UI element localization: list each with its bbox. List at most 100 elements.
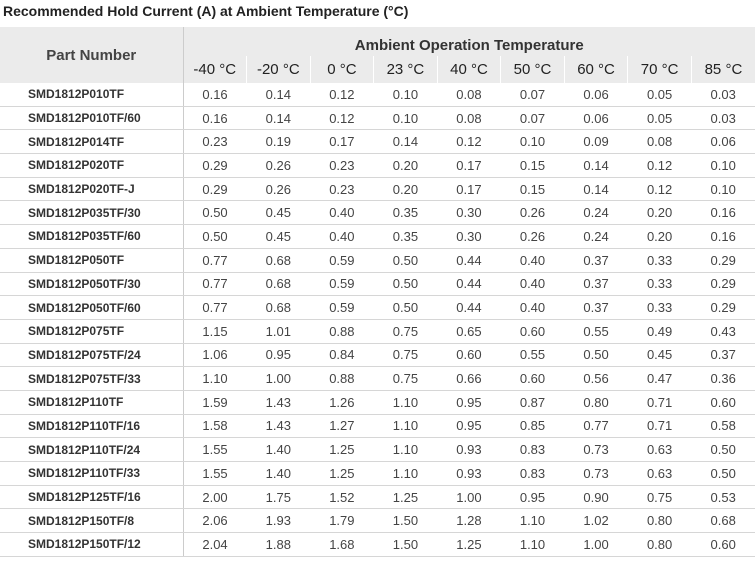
- part-number: SMD1812P020TF-J: [0, 177, 184, 202]
- hold-current: 0.59: [310, 248, 374, 273]
- hold-current: 0.95: [437, 414, 501, 439]
- part-number: SMD1812P010TF: [0, 83, 184, 107]
- hold-current: 0.60: [691, 390, 755, 415]
- hold-current: 2.00: [183, 485, 247, 510]
- hold-current: 1.00: [564, 532, 628, 557]
- header-temperature: 40 °C: [436, 56, 501, 83]
- hold-current: 0.05: [627, 106, 692, 131]
- hold-current: 0.26: [246, 177, 311, 202]
- hold-current: 0.60: [500, 319, 565, 344]
- hold-current: 0.73: [564, 461, 628, 486]
- part-number: SMD1812P035TF/30: [0, 200, 184, 226]
- hold-current: 0.53: [691, 485, 755, 510]
- hold-current: 0.71: [627, 390, 692, 415]
- hold-current: 0.59: [310, 295, 374, 320]
- hold-current: 0.12: [627, 177, 692, 202]
- hold-current: 1.10: [500, 508, 565, 534]
- hold-current: 0.08: [437, 106, 501, 131]
- hold-current: 0.14: [246, 83, 311, 107]
- table-row: SMD1812P010TF 0.16 0.14 0.12 0.10 0.08 0.07 0.0…: [0, 83, 755, 107]
- hold-current: 0.03: [691, 106, 755, 131]
- hold-current: 0.50: [564, 343, 628, 368]
- hold-current: 0.29: [183, 177, 247, 202]
- hold-current: 1.00: [246, 366, 311, 391]
- hold-current: 0.50: [183, 224, 247, 249]
- hold-current: 1.10: [373, 414, 438, 439]
- hold-current: 0.23: [310, 177, 374, 202]
- hold-current: 0.50: [691, 437, 755, 462]
- hold-current: 0.20: [373, 153, 438, 178]
- hold-current: 0.06: [691, 129, 755, 155]
- hold-current: 1.10: [373, 437, 438, 462]
- hold-current: 0.12: [627, 153, 692, 178]
- hold-current: 0.12: [437, 129, 501, 155]
- header-temperature: 85 °C: [690, 56, 755, 83]
- hold-current: 0.30: [437, 224, 501, 249]
- header-group: Ambient Operation Temperature: [183, 27, 755, 56]
- hold-current: 1.10: [373, 390, 438, 415]
- hold-current: 1.79: [310, 508, 374, 534]
- header-temperature: 0 °C: [309, 56, 374, 83]
- hold-current: 1.25: [437, 532, 501, 557]
- hold-current: 1.93: [246, 508, 311, 534]
- hold-current: 0.29: [183, 153, 247, 178]
- hold-current: 0.06: [564, 83, 628, 107]
- header-part-number: Part Number: [0, 27, 184, 83]
- hold-current: 0.10: [500, 129, 565, 155]
- hold-current: 0.88: [310, 366, 374, 391]
- hold-current: 0.68: [246, 248, 311, 273]
- hold-current: 0.49: [627, 319, 692, 344]
- hold-current: 0.19: [246, 129, 311, 155]
- part-number: SMD1812P035TF/60: [0, 224, 184, 249]
- hold-current: 0.07: [500, 106, 565, 131]
- table-row: SMD1812P035TF/60 0.50 0.45 0.40 0.35 0.30 0.26…: [0, 224, 755, 249]
- hold-current: 0.07: [500, 83, 565, 107]
- hold-current: 0.23: [310, 153, 374, 178]
- hold-current: 0.68: [691, 508, 755, 534]
- hold-current: 0.77: [183, 272, 247, 297]
- hold-current: 1.25: [310, 461, 374, 486]
- hold-current: 1.10: [373, 461, 438, 486]
- hold-current: 0.37: [691, 343, 755, 368]
- hold-current: 0.37: [564, 272, 628, 297]
- hold-current: 0.33: [627, 248, 692, 273]
- hold-current: 0.73: [564, 437, 628, 462]
- table-row: SMD1812P035TF/30 0.50 0.45 0.40 0.35 0.30 0.26…: [0, 200, 755, 226]
- hold-current: 0.26: [500, 200, 565, 226]
- part-number: SMD1812P075TF/24: [0, 343, 184, 368]
- hold-current: 0.40: [310, 200, 374, 226]
- hold-current: 0.14: [246, 106, 311, 131]
- hold-current: 1.40: [246, 437, 311, 462]
- hold-current: 0.24: [564, 224, 628, 249]
- part-number: SMD1812P110TF/24: [0, 437, 184, 462]
- header-temperature: -40 °C: [182, 56, 247, 83]
- hold-current: 0.30: [437, 200, 501, 226]
- hold-current: 1.43: [246, 390, 311, 415]
- hold-current: 0.40: [500, 295, 565, 320]
- part-number: SMD1812P110TF: [0, 390, 184, 415]
- hold-current: 1.75: [246, 485, 311, 510]
- hold-current: 0.77: [564, 414, 628, 439]
- hold-current: 0.33: [627, 295, 692, 320]
- table-row: SMD1812P110TF/24 1.55 1.40 1.25 1.10 0.93 0.83…: [0, 437, 755, 462]
- hold-current: 0.63: [627, 461, 692, 486]
- hold-current: 1.40: [246, 461, 311, 486]
- table-row: SMD1812P020TF 0.29 0.26 0.23 0.20 0.17 0.15 0.1…: [0, 153, 755, 178]
- hold-current: 0.12: [310, 83, 374, 107]
- part-number: SMD1812P020TF: [0, 153, 184, 178]
- part-number: SMD1812P075TF/33: [0, 366, 184, 391]
- hold-current: 0.12: [310, 106, 374, 131]
- hold-current: 1.01: [246, 319, 311, 344]
- hold-current: 0.71: [627, 414, 692, 439]
- hold-current: 0.77: [183, 295, 247, 320]
- hold-current: 1.00: [437, 485, 501, 510]
- hold-current: 0.68: [246, 295, 311, 320]
- header-temperature: -20 °C: [246, 56, 311, 83]
- hold-current: 0.59: [310, 272, 374, 297]
- hold-current: 0.55: [564, 319, 628, 344]
- hold-current: 0.29: [691, 295, 755, 320]
- hold-current: 0.08: [627, 129, 692, 155]
- hold-current: 0.75: [373, 343, 438, 368]
- hold-current: 0.63: [627, 437, 692, 462]
